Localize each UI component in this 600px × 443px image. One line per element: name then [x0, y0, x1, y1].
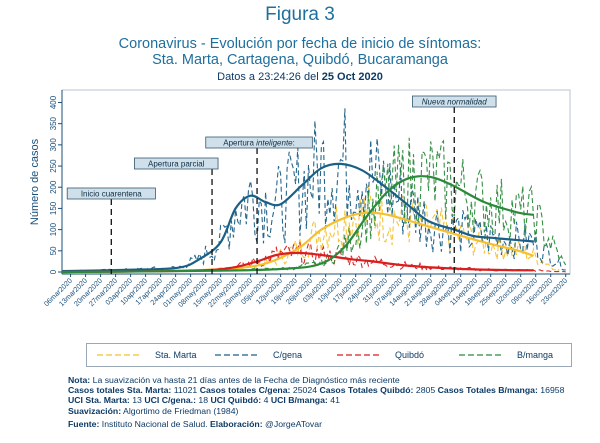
suav-text: Algortimo de Friedman (1984) — [123, 405, 239, 416]
chart-subtitle-line1: Coronavirus - Evolución por fecha de ini… — [118, 36, 482, 52]
annotation-label: Nueva normalidad — [422, 97, 487, 106]
series-smooth-cgena — [61, 162, 534, 273]
y-tick-label: 250 — [49, 159, 58, 173]
casos-sm-label: Casos totales Sta. Marta: — [68, 385, 172, 396]
suavizacion-line: Suavización: Algortimo de Friedman (1984… — [68, 406, 598, 416]
y-tick-label: 0 — [49, 269, 58, 274]
chart-subtitle-line2: Sta. Marta, Cartagena, Quibdó, Bucaraman… — [152, 52, 448, 68]
fuente-text: Instituto Nacional de Salud. — [101, 418, 208, 429]
note-text: La suavización va hasta 21 días antes de… — [92, 375, 400, 385]
y-tick-label: 150 — [49, 201, 58, 215]
legend: Sta. Marta C/gena Quibdó B/manga — [86, 343, 572, 367]
casos-line: Casos totales Sta. Marta: 11021 Casos to… — [68, 385, 598, 395]
y-tick-label: 100 — [49, 222, 58, 236]
y-tick-label: 350 — [49, 116, 58, 130]
uci-sm-label: UCI Sta. Marta: — [68, 395, 130, 406]
fuente-label: Fuente: — [68, 418, 100, 429]
uci-bm-label: UCI B/manga: — [270, 395, 328, 406]
note-label: Nota: — [68, 375, 91, 385]
suav-label: Suavización: — [68, 405, 122, 416]
uci-cg-value: 18 — [198, 395, 209, 406]
figure-label: Figura 3 — [265, 4, 335, 25]
uci-line: UCI Sta. Marta: 13 UCI C/gena.: 18 UCI Q… — [68, 395, 598, 405]
uci-cg-label: UCI C/gena.: — [144, 395, 196, 406]
y-tick-label: 300 — [49, 138, 58, 152]
legend-label-sta_marta: Sta. Marta — [155, 350, 197, 360]
datos-date: 25 Oct 2020 — [321, 71, 383, 83]
y-tick-label: 200 — [49, 180, 58, 194]
legend-label-bmanga: B/manga — [517, 350, 553, 360]
series-smooth-bmanga — [61, 175, 534, 274]
datos-prefix: Datos a 23:24:26 del — [217, 71, 319, 83]
annotation-box — [412, 95, 497, 108]
data-timestamp: Datos a 23:24:26 del 25 Oct 2020 — [0, 71, 600, 83]
elab-label: Elaboración: — [209, 418, 263, 429]
uci-sm-value: 13 — [132, 395, 142, 406]
annotation-box — [134, 157, 219, 170]
uci-qb-value: 4 — [263, 395, 269, 406]
annotation-label: Apertura inteligente: — [223, 138, 295, 147]
casos-cg-label: Casos totales C/gena: — [199, 385, 291, 396]
casos-qb-value: 2805 — [415, 385, 436, 396]
notes-block: Nota: La suavización va hasta 21 días an… — [68, 375, 598, 429]
casos-cg-value: 25024 — [292, 385, 318, 396]
note-line: Nota: La suavización va hasta 21 días an… — [68, 375, 598, 385]
y-tick-label: 400 — [49, 95, 58, 109]
annotation-label: Inicio cuarentena — [81, 189, 142, 198]
annotation-label: Apertura parcial — [148, 159, 205, 168]
y-tick-label: 50 — [49, 246, 58, 255]
annotations: Inicio cuarentena Apertura parcial Apertur… — [66, 95, 497, 274]
legend-svg: Sta. Marta C/gena Quibdó B/manga — [97, 350, 553, 360]
casos-bm-value: 16958 — [540, 385, 565, 396]
y-axis-label: Número de casos — [29, 138, 41, 225]
elab-text: @JorgeATovar — [265, 418, 322, 429]
casos-bm-label: Casos Totales B/manga: — [437, 385, 538, 396]
annotation-box — [66, 187, 156, 200]
legend-label-cgena: C/gena — [273, 350, 302, 360]
uci-bm-value: 41 — [330, 395, 340, 406]
fuente-line: Fuente: Instituto Nacional de Salud. Ela… — [68, 419, 598, 429]
legend-label-quibdo: Quibdó — [395, 350, 424, 360]
uci-qb-label: UCI Quibdó: — [210, 395, 262, 406]
casos-qb-label: Casos Totales Quibdó: — [319, 385, 414, 396]
casos-sm-value: 11021 — [173, 385, 198, 396]
annotation-box — [205, 136, 313, 149]
